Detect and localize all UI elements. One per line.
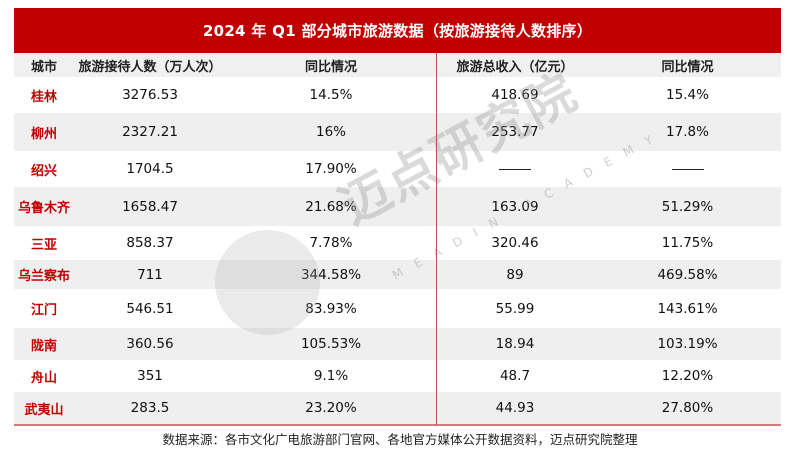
header-revenue-yoy: 同比情况 [661,59,714,75]
table-title: 2024 年 Q1 部分城市旅游数据（按旅游接待人数排序） [14,8,781,53]
table-header-row: 城市 旅游接待人数（万人次） 同比情况 旅游总收入（亿元） 同比情况 [14,53,781,77]
revenue-value: 253.77 [491,124,539,140]
visitors-value: 546.51 [126,300,174,317]
header-revenue: 旅游总收入（亿元） [456,59,574,75]
revenue-value: 18.94 [495,336,535,352]
header-visitors-yoy: 同比情况 [304,59,357,75]
city-name: 柳州 [30,126,57,142]
revenue-value: 55.99 [495,300,535,317]
table-body: 桂林 3276.53 14.5% 418.69 15.4% 柳州 2327.21… [14,77,781,424]
revenue-yoy-value: 51.29% [661,198,714,215]
revenue-yoy-value: 103.19% [657,336,718,352]
visitors-value: 360.56 [126,336,174,352]
revenue-yoy-value: 12.20% [661,368,714,384]
visitors-value: 711 [137,266,163,283]
table-row: 武夷山 283.5 23.20% 44.93 27.80% [14,392,781,424]
data-table: 2024 年 Q1 部分城市旅游数据（按旅游接待人数排序） 城市 旅游接待人数（… [14,8,781,426]
table-row: 乌鲁木齐 1658.47 21.68% 163.09 51.29% [14,187,781,226]
table-row: 乌兰察布 711 344.58% 89 469.58% [14,260,781,289]
revenue-value: 48.7 [499,368,531,384]
visitors-value: 351 [137,368,163,384]
table-row: 桂林 3276.53 14.5% 418.69 15.4% [14,77,781,113]
table-row: 陇南 360.56 105.53% 18.94 103.19% [14,328,781,360]
visitors-yoy-value: 344.58% [300,266,362,283]
city-name: 乌鲁木齐 [17,201,70,216]
revenue-yoy-value: 27.80% [661,400,714,416]
visitors-value: 1704.5 [126,161,174,177]
revenue-yoy-value: 17.8% [666,124,709,140]
revenue-value: 44.93 [495,400,535,416]
visitors-yoy-value: 105.53% [300,336,362,352]
table-row: 江门 546.51 83.93% 55.99 143.61% [14,289,781,328]
city-name: 绍兴 [30,163,57,179]
city-name: 桂林 [30,89,57,105]
visitors-yoy-value: 21.68% [305,198,357,215]
revenue-yoy-value: 11.75% [661,235,714,251]
revenue-yoy-value-missing [594,161,781,177]
visitors-yoy-value: 83.93% [305,300,357,317]
table-row: 三亚 858.37 7.78% 320.46 11.75% [14,226,781,260]
city-name: 乌兰察布 [17,269,70,284]
visitors-yoy-value: 9.1% [313,368,349,384]
revenue-value: 163.09 [491,198,539,215]
table-bottom-border [14,424,781,426]
visitors-yoy-value: 7.78% [309,235,353,251]
revenue-value: 320.46 [491,235,539,251]
revenue-yoy-value: 15.4% [666,87,709,103]
visitors-yoy-value: 17.90% [305,161,357,177]
header-visitors: 旅游接待人数（万人次） [78,59,222,75]
revenue-value-missing [436,161,594,177]
visitors-value: 3276.53 [122,87,178,103]
city-name: 三亚 [30,237,57,253]
revenue-yoy-value: 143.61% [657,300,718,317]
header-city: 城市 [30,59,57,75]
visitors-value: 283.5 [130,400,170,416]
visitors-yoy-value: 23.20% [305,400,357,416]
table-row: 舟山 351 9.1% 48.7 12.20% [14,360,781,392]
city-name: 江门 [30,303,57,318]
visitors-yoy-value: 16% [315,124,346,140]
revenue-yoy-value: 469.58% [657,266,718,283]
visitors-value: 858.37 [126,235,174,251]
city-name: 武夷山 [24,402,64,418]
dash-placeholder [671,168,704,170]
visitors-value: 2327.21 [122,124,178,140]
revenue-value: 89 [506,266,524,283]
dash-placeholder [499,168,531,170]
table-row: 绍兴 1704.5 17.90% [14,151,781,187]
column-divider [436,53,437,425]
revenue-value: 418.69 [491,87,539,103]
table-row: 柳州 2327.21 16% 253.77 17.8% [14,113,781,151]
source-note: 数据来源：各市文化广电旅游部门官网、各地官方媒体公开数据资料，迈点研究院整理 [162,432,638,447]
visitors-value: 1658.47 [122,198,178,215]
city-name: 陇南 [30,338,57,354]
city-name: 舟山 [30,370,57,386]
visitors-yoy-value: 14.5% [309,87,353,103]
